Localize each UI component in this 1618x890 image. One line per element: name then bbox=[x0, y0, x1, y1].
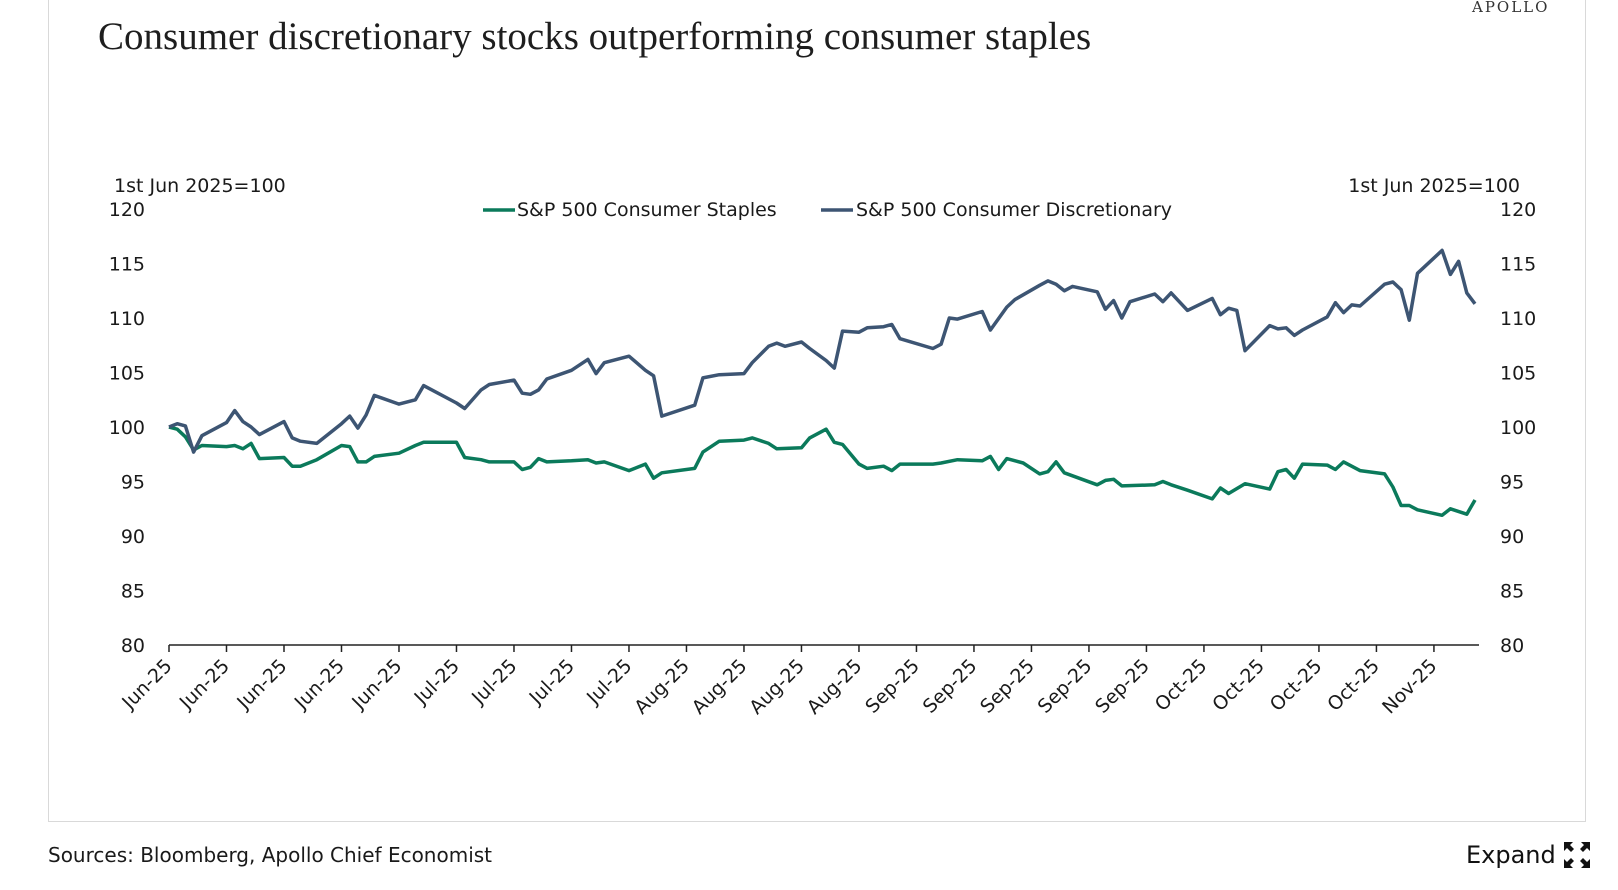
y-tick-label-right: 120 bbox=[1500, 199, 1536, 221]
y-tick-label-right: 85 bbox=[1500, 581, 1524, 603]
y-tick-label-left: 90 bbox=[121, 526, 145, 548]
chart-card bbox=[48, 0, 1586, 822]
y-tick-label-left: 85 bbox=[121, 581, 145, 603]
y-tick-label-right: 90 bbox=[1500, 526, 1524, 548]
x-tick-label: Aug-25 bbox=[745, 655, 809, 719]
y-tick-label-right: 105 bbox=[1500, 363, 1536, 385]
expand-label: Expand bbox=[1466, 841, 1556, 869]
y-tick-label-left: 110 bbox=[109, 308, 145, 330]
x-tick-label: Sep-25 bbox=[976, 655, 1039, 718]
series-line-consumer-discretionary bbox=[168, 248, 1477, 454]
x-tick-label: Jun-25 bbox=[175, 655, 234, 714]
y-tick-label-left: 105 bbox=[109, 363, 145, 385]
expand-button[interactable]: Expand bbox=[1466, 840, 1592, 870]
x-tick-label: Jul-25 bbox=[582, 655, 636, 709]
expand-arrows-icon bbox=[1562, 840, 1592, 870]
y-tick-label-right: 110 bbox=[1500, 308, 1536, 330]
x-tick-label: Jun-25 bbox=[117, 655, 176, 714]
legend-label-staples: S&P 500 Consumer Staples bbox=[517, 199, 777, 221]
y-tick-label-left: 80 bbox=[121, 635, 145, 657]
x-tick-label: Jul-25 bbox=[410, 655, 464, 709]
legend-label-discretionary: S&P 500 Consumer Discretionary bbox=[856, 199, 1172, 221]
legend: S&P 500 Consumer Staples S&P 500 Consume… bbox=[483, 199, 1172, 221]
x-tick-label: Oct-25 bbox=[1151, 655, 1212, 716]
x-tick-label: Oct-25 bbox=[1208, 655, 1269, 716]
x-tick-label: Jul-25 bbox=[525, 655, 579, 709]
x-tick-label: Oct-25 bbox=[1266, 655, 1327, 716]
x-tick-label: Sep-25 bbox=[861, 655, 924, 718]
x-tick-label: Sep-25 bbox=[1091, 655, 1154, 718]
x-tick-label: Aug-25 bbox=[803, 655, 867, 719]
x-tick-label: Aug-25 bbox=[688, 655, 752, 719]
x-tick-label: Aug-25 bbox=[630, 655, 694, 719]
y-tick-label-left: 120 bbox=[109, 199, 145, 221]
series-line-consumer-staples bbox=[168, 425, 1477, 518]
x-tick-label: Sep-25 bbox=[919, 655, 982, 718]
right-axis-label: 1st Jun 2025=100 bbox=[1348, 175, 1520, 197]
sources-note: Sources: Bloomberg, Apollo Chief Economi… bbox=[48, 843, 493, 867]
y-tick-label-right: 95 bbox=[1500, 472, 1524, 494]
y-tick-label-left: 95 bbox=[121, 472, 145, 494]
x-tick-label: Jul-25 bbox=[467, 655, 521, 709]
x-tick-label: Jun-25 bbox=[290, 655, 349, 714]
x-tick-label: Sep-25 bbox=[1034, 655, 1097, 718]
left-axis-label: 1st Jun 2025=100 bbox=[114, 175, 286, 197]
chart-title: Consumer discretionary stocks outperform… bbox=[98, 15, 1092, 58]
y-tick-label-left: 100 bbox=[109, 417, 145, 439]
y-tick-label-right: 80 bbox=[1500, 635, 1524, 657]
y-tick-label-right: 100 bbox=[1500, 417, 1536, 439]
x-tick-label: Oct-25 bbox=[1323, 655, 1384, 716]
x-tick-label: Nov-25 bbox=[1378, 655, 1441, 718]
y-tick-label-right: 115 bbox=[1500, 254, 1536, 276]
apollo-logo: APOLLO bbox=[1472, 0, 1550, 16]
x-tick-label: Jun-25 bbox=[347, 655, 406, 714]
y-tick-label-left: 115 bbox=[109, 254, 145, 276]
x-tick-label: Jun-25 bbox=[232, 655, 291, 714]
